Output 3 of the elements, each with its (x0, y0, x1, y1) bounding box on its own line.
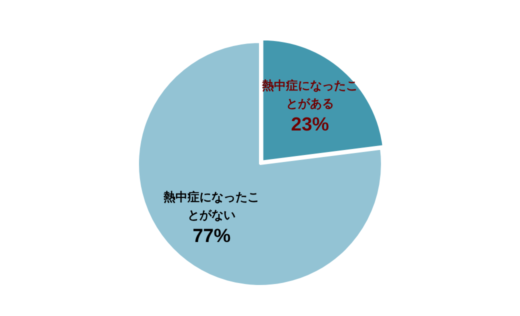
slice-label: 熱中症になったことがない (162, 190, 260, 222)
data-label: 23% (291, 114, 330, 136)
data-label: 77% (192, 226, 231, 248)
